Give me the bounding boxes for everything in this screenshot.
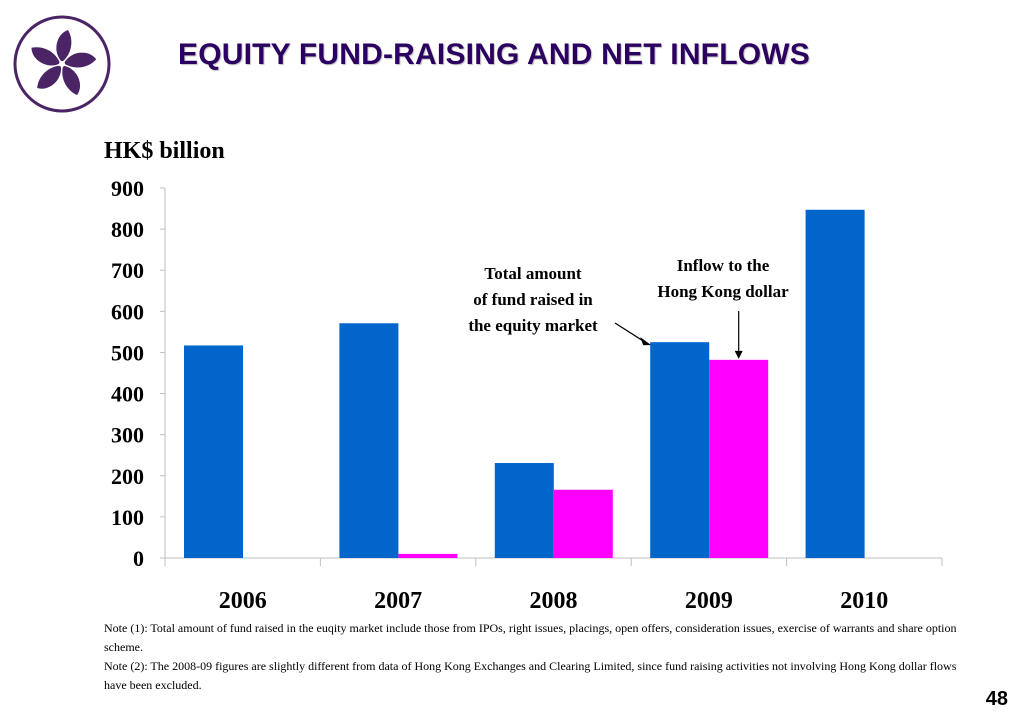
bar-fund_raised [339, 323, 399, 558]
x-tick-label: 2008 [530, 588, 578, 610]
y-tick-label: 600 [111, 299, 144, 324]
y-tick-label: 300 [111, 423, 144, 448]
annotation-inflow-line: Hong Kong dollar [657, 282, 789, 301]
footnotes: Note (1): Total amount of fund raised in… [104, 619, 964, 695]
y-tick-label: 0 [133, 546, 144, 571]
bauhinia-flower-icon [13, 15, 111, 113]
x-tick-label: 2006 [219, 588, 267, 610]
bar-inflow [553, 489, 613, 558]
annotation-inflow-line: Inflow to the [677, 256, 770, 275]
bar-inflow [398, 553, 458, 558]
bar-fund_raised [805, 209, 865, 559]
footnote-2: Note (2): The 2008-09 figures are slight… [104, 659, 957, 692]
y-axis-label: HK$ billion [104, 138, 225, 164]
annotation-fund-raised-line: of fund raised in [473, 290, 593, 309]
y-tick-label: 100 [111, 505, 144, 530]
bar-chart: 0 100 200 300 400 500 600 700 800 900 2006 2007 2008… [111, 176, 943, 610]
y-tick-label: 700 [111, 258, 144, 283]
y-tick-label: 400 [111, 382, 144, 407]
footnote-1: Note (1): Total amount of fund raised in… [104, 621, 957, 654]
y-tick-label: 200 [111, 464, 144, 489]
annotation-arrow-head [734, 350, 743, 359]
page-title: EQUITY FUND-RAISING AND NET INFLOWS [178, 38, 810, 71]
annotation-fund-raised-line: the equity market [468, 316, 598, 335]
annotation-arrow-head [640, 337, 652, 346]
y-tick-label: 500 [111, 340, 144, 365]
bar-fund_raised [184, 345, 243, 558]
bar-fund_raised [494, 463, 554, 558]
y-tick-label: 800 [111, 217, 144, 242]
bar-inflow [709, 359, 769, 558]
bar-fund_raised [650, 342, 710, 558]
x-tick-label: 2009 [685, 588, 733, 610]
x-tick-label: 2010 [840, 588, 888, 610]
x-tick-label: 2007 [374, 588, 422, 610]
annotation-fund-raised-line: Total amount [484, 264, 581, 283]
page-number: 48 [985, 688, 1008, 710]
y-tick-label: 900 [111, 176, 144, 201]
